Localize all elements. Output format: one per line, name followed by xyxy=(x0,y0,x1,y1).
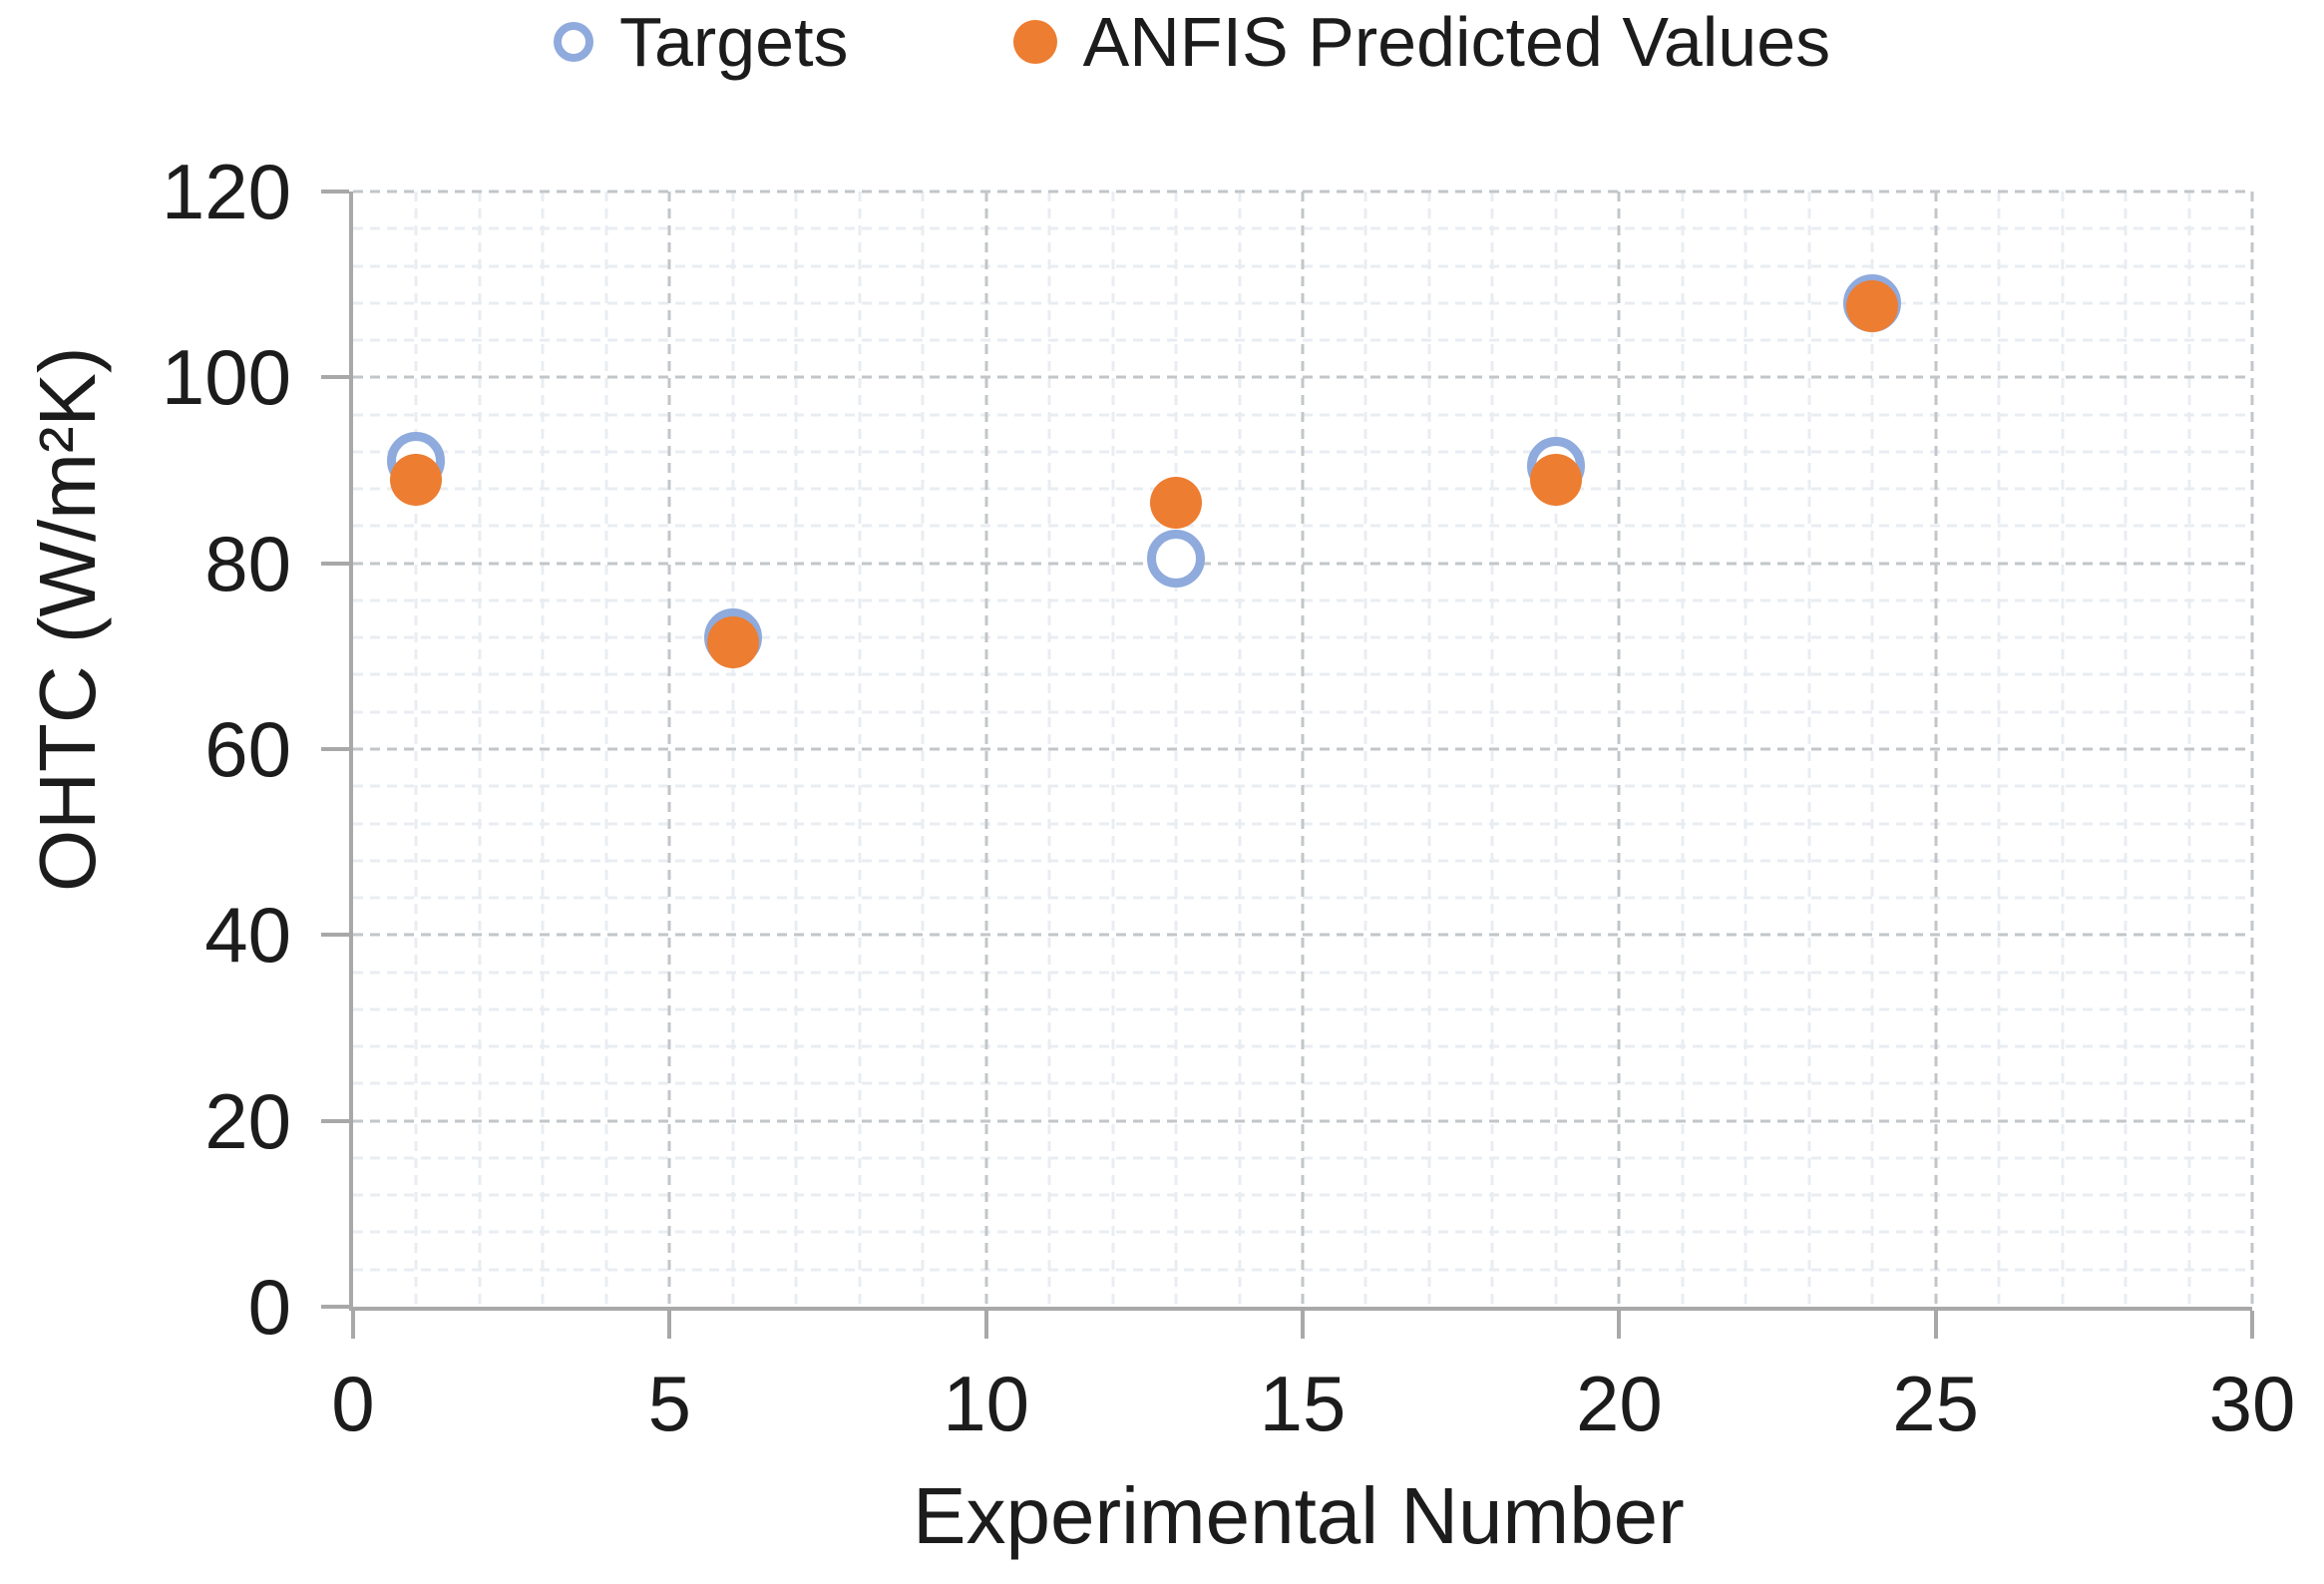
x-axis-tick xyxy=(1301,1311,1305,1339)
x-axis-tick xyxy=(2250,1311,2254,1339)
data-point-anfis xyxy=(1529,453,1582,506)
data-point-anfis xyxy=(1150,477,1203,530)
x-axis-title: Experimental Number xyxy=(913,1471,1685,1560)
x-axis-tick xyxy=(1617,1311,1622,1339)
legend-label-anfis: ANFIS Predicted Values xyxy=(1082,3,1831,81)
legend-label-targets: Targets xyxy=(619,3,849,81)
y-tick-label: 60 xyxy=(204,705,291,793)
plot-area: 0 5 10 15 20 25 30 0 20 40 60 80 100 120 xyxy=(162,153,2296,1442)
gridline-v-major xyxy=(2250,192,2254,1307)
gridline-h-major xyxy=(353,375,2252,379)
y-axis-tick xyxy=(321,747,349,751)
chart-legend: Targets ANFIS Predicted Values xyxy=(554,0,1830,84)
anfis-filled-circle-icon xyxy=(1012,20,1057,64)
data-point-anfis xyxy=(1846,279,1899,332)
y-tick-label: 100 xyxy=(161,333,291,422)
legend-item-targets: Targets xyxy=(554,7,849,77)
legend-item-anfis: ANFIS Predicted Values xyxy=(1012,3,1831,81)
data-point-anfis xyxy=(706,615,759,668)
x-tick-label: 25 xyxy=(1892,1360,1980,1447)
gridline-h-major xyxy=(353,190,2252,194)
y-tick-label: 80 xyxy=(204,519,291,607)
x-axis-tick xyxy=(983,1311,988,1339)
gridline-h-major xyxy=(353,747,2252,751)
x-tick-label: 10 xyxy=(943,1360,1030,1447)
y-axis-tick xyxy=(321,561,349,566)
y-axis-tick xyxy=(321,190,349,194)
x-tick-label: 0 xyxy=(331,1360,375,1447)
gridline-h-major xyxy=(353,933,2252,937)
gridline-h-major xyxy=(353,562,2252,566)
y-tick-label: 120 xyxy=(161,148,291,235)
x-axis-tick xyxy=(667,1311,672,1339)
x-tick-label: 20 xyxy=(1575,1360,1663,1447)
y-axis-tick xyxy=(321,933,349,938)
y-axis-tick xyxy=(321,375,349,380)
targets-open-circle-icon xyxy=(554,22,593,62)
x-axis-tick xyxy=(351,1311,355,1339)
data-point-targets xyxy=(1147,530,1206,588)
x-tick-label: 15 xyxy=(1259,1360,1347,1447)
y-tick-label: 0 xyxy=(247,1263,291,1351)
y-axis-tick xyxy=(321,1118,349,1123)
x-axis-tick xyxy=(1933,1311,1938,1339)
x-tick-label: 5 xyxy=(647,1360,692,1447)
y-axis-tick xyxy=(321,1305,349,1309)
x-tick-label: 30 xyxy=(2208,1360,2296,1447)
data-point-anfis xyxy=(390,453,443,506)
y-axis-title: OHTC (W/m²K) xyxy=(23,346,112,893)
gridline-h-major xyxy=(353,1119,2252,1123)
y-tick-label: 20 xyxy=(204,1076,291,1165)
y-tick-label: 40 xyxy=(204,891,291,980)
